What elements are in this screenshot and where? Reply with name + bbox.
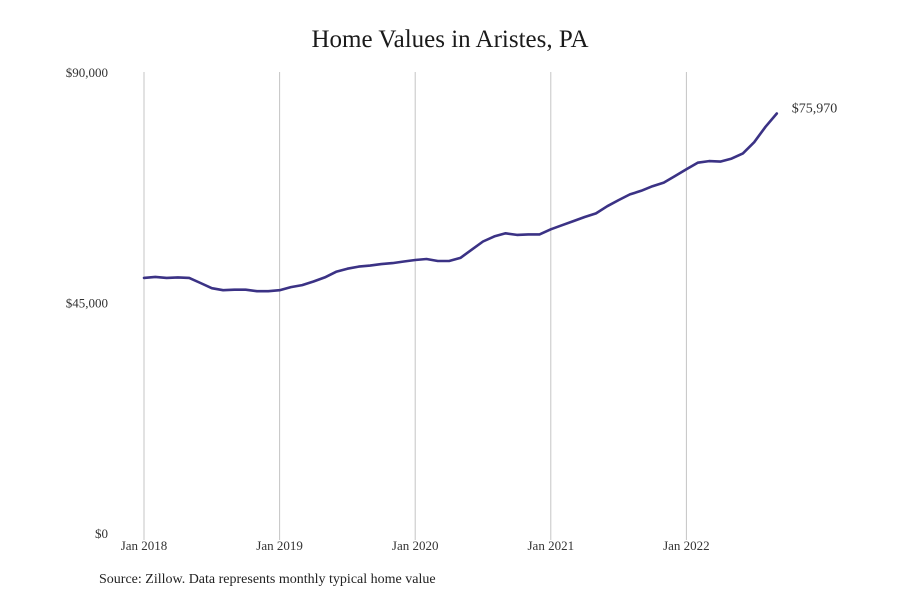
- grid-lines: [143, 72, 687, 540]
- chart-title: Home Values in Aristes, PA: [311, 26, 589, 53]
- series-line: [142, 112, 779, 293]
- source-note: Source: Zillow. Data represents monthly …: [99, 572, 436, 587]
- y-tick-label: $45,000: [66, 296, 108, 311]
- x-tick-label: Jan 2022: [663, 538, 710, 553]
- x-tick-label: Jan 2021: [528, 538, 575, 553]
- y-tick-label: $90,000: [66, 65, 108, 80]
- end-value-label: $75,970: [792, 101, 838, 116]
- x-axis: Jan 2018 Jan 2019 Jan 2020 Jan 2021 Jan 2022: [121, 538, 710, 553]
- y-tick-label: $0: [95, 526, 108, 541]
- x-tick-label: Jan 2020: [392, 538, 439, 553]
- y-axis: $0 $45,000 $90,000: [66, 65, 108, 541]
- x-tick-label: Jan 2019: [256, 538, 303, 553]
- x-tick-label: Jan 2018: [121, 538, 168, 553]
